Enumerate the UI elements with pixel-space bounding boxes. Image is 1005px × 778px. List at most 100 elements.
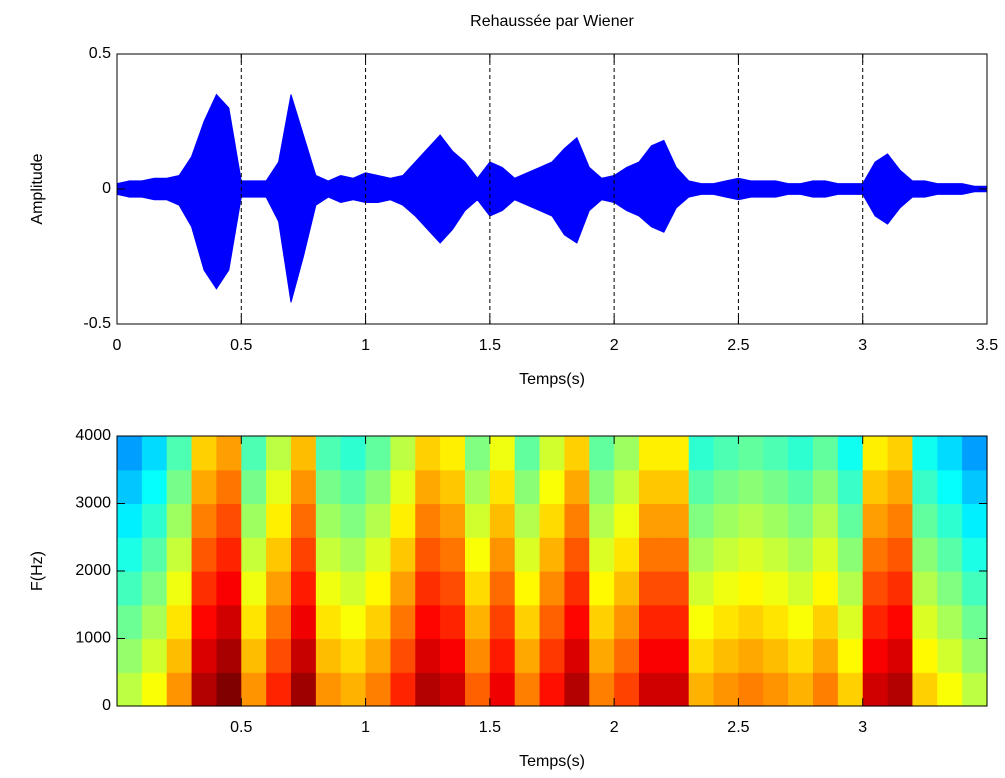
spectrogram-cell <box>465 571 491 606</box>
spectrogram-cell <box>539 571 566 606</box>
spectrogram-cell <box>614 604 640 640</box>
spectrogram-cell <box>738 604 764 640</box>
y-axis-label: Amplitude <box>29 153 46 224</box>
spectrogram-cell <box>191 571 218 606</box>
spectrogram-cell <box>713 537 740 572</box>
spectrogram-cell <box>191 436 218 471</box>
spectrogram-cell <box>440 638 466 673</box>
spectrogram-cell <box>539 469 566 505</box>
spectrogram-cell <box>937 469 963 505</box>
spectrogram-cell <box>663 604 690 640</box>
spectrogram-cell <box>266 537 292 572</box>
spectrogram-cell <box>539 436 566 471</box>
spectrogram-cell <box>340 436 367 471</box>
spectrogram-cell <box>564 436 590 471</box>
spectrogram-cell <box>688 537 715 572</box>
spectrogram-cell <box>166 537 193 572</box>
spectrogram-cell <box>937 436 963 471</box>
spectrogram-cell <box>539 604 566 640</box>
spectrogram-cell <box>539 638 566 673</box>
spectrogram-cell <box>962 503 988 538</box>
spectrogram-cell <box>141 672 168 707</box>
plot-frame <box>116 435 988 707</box>
spectrogram-cell <box>962 571 988 606</box>
spectrogram-cell <box>340 604 367 640</box>
spectrogram-cell <box>241 638 267 673</box>
spectrogram-cell <box>713 672 740 707</box>
spectrogram-cell <box>315 571 342 606</box>
spectrogram-cell <box>415 604 441 640</box>
spectrogram-cell <box>862 503 889 538</box>
spectrogram-cell <box>291 503 317 538</box>
spectrogram-cell <box>738 469 764 505</box>
spectrogram-cell <box>166 672 193 707</box>
spectrogram-cell <box>489 571 516 606</box>
spectrogram-cell <box>639 672 665 707</box>
x-tick-label: 2 <box>610 337 619 354</box>
spectrogram-cell <box>614 469 640 505</box>
spectrogram-cell <box>415 571 441 606</box>
y-axis-label: F(Hz) <box>29 551 46 591</box>
spectrogram-cell <box>514 503 541 538</box>
spectrogram-cell <box>141 638 168 673</box>
spectrogram-cell <box>117 571 143 606</box>
spectrogram-cell <box>191 604 218 640</box>
spectrogram-cell <box>415 638 441 673</box>
spectrogram-cell <box>340 503 367 538</box>
spectrogram-cell <box>564 571 590 606</box>
spectrogram-cell <box>216 571 242 606</box>
spectrogram-cell <box>564 638 590 673</box>
spectrogram-cell <box>614 537 640 572</box>
spectrogram-cell <box>937 604 963 640</box>
spectrogram-cell <box>713 638 740 673</box>
spectrogram-cell <box>713 571 740 606</box>
spectrogram-cell <box>962 537 988 572</box>
spectrogram-cell <box>813 537 839 572</box>
spectrogram-cell <box>912 503 938 538</box>
spectrogram-cell <box>241 571 267 606</box>
spectrogram-cell <box>738 638 764 673</box>
spectrogram-cell <box>763 672 789 707</box>
spectrogram-cell <box>266 503 292 538</box>
spectrogram-cell <box>390 571 416 606</box>
spectrogram-cell <box>788 503 814 538</box>
spectrogram-cell <box>688 604 715 640</box>
spectrogram-cell <box>315 503 342 538</box>
spectrogram-cell <box>688 672 715 707</box>
spectrogram-cell <box>117 604 143 640</box>
spectrogram-cell <box>440 469 466 505</box>
spectrogram-cell <box>166 503 193 538</box>
spectrogram-cell <box>614 503 640 538</box>
waveform <box>116 188 988 303</box>
y-tick-label: 3000 <box>75 495 111 512</box>
spectrogram-cell <box>390 469 416 505</box>
spectrogram-cell <box>166 638 193 673</box>
spectrogram-cell <box>688 436 715 471</box>
spectrogram-cell <box>266 638 292 673</box>
spectrogram-cell <box>887 503 914 538</box>
spectrogram-cell <box>539 672 566 707</box>
spectrogram-cell <box>415 503 441 538</box>
spectrogram-cell <box>813 469 839 505</box>
spectrogram-cell <box>663 436 690 471</box>
spectrogram-cell <box>912 672 938 707</box>
spectrogram-cell <box>315 469 342 505</box>
spectrogram-cell <box>291 638 317 673</box>
spectrogram-cell <box>639 604 665 640</box>
spectrogram-cell <box>514 571 541 606</box>
spectrogram-cell <box>291 469 317 505</box>
spectrogram-cell <box>962 638 988 673</box>
spectrogram-cell <box>489 537 516 572</box>
spectrogram-cell <box>117 436 143 471</box>
spectrogram-cell <box>440 503 466 538</box>
spectrogram-cell <box>862 469 889 505</box>
spectrogram-cell <box>465 537 491 572</box>
spectrogram-cell <box>639 571 665 606</box>
spectrogram-cell <box>589 604 615 640</box>
x-tick-label: 1 <box>361 719 370 736</box>
spectrogram-cell <box>390 436 416 471</box>
spectrogram-cell <box>763 638 789 673</box>
spectrogram-cell <box>291 571 317 606</box>
spectrogram-cell <box>688 469 715 505</box>
